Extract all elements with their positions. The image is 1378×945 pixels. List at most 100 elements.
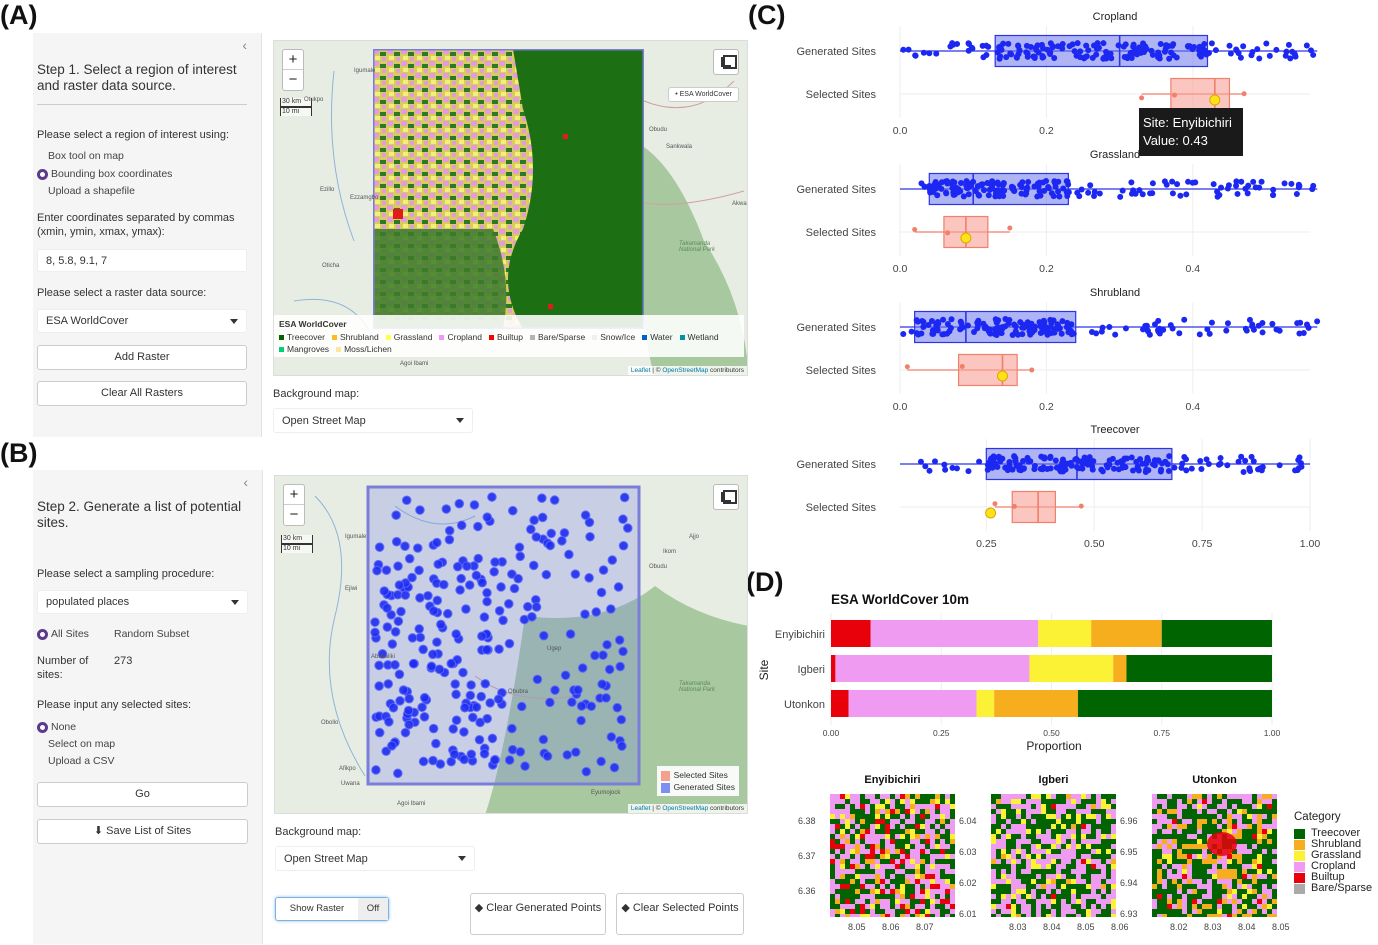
raster-cell [905,814,910,819]
add-raster-button[interactable]: Add Raster [37,345,247,370]
data-point [1237,54,1244,61]
leaflet-link[interactable]: Leaflet [630,367,651,374]
raster-cell [1041,869,1046,874]
raster-cell [835,844,840,849]
bg-map-select[interactable]: Open Street Map [275,846,475,871]
radio-box-tool[interactable]: Box tool on map [37,149,124,163]
raster-cell [1242,864,1247,869]
show-raster-toggle[interactable]: Show Raster Off [275,897,389,921]
zoom-in-button[interactable]: + [284,485,304,505]
site-point [532,674,543,685]
raster-cell [1061,809,1066,814]
collapse-sidebar-button[interactable]: ‹ [243,474,248,490]
map-a[interactable]: + − • ESA WorldCover 30 km 10 mi Igumale … [273,40,748,376]
raster-cell [900,884,905,889]
button-label: Clear Selected Points [632,902,739,914]
raster-cell [920,909,925,914]
raster-cell [920,804,925,809]
raster-cell [1036,824,1041,829]
radio-bbox-coords[interactable]: Bounding box coordinates [37,167,172,181]
clear-selected-button[interactable]: ◆ Clear Selected Points [616,893,744,935]
raster-cell [850,794,855,799]
row-label: Selected Sites [806,502,877,514]
raster-cell [1162,904,1167,909]
raster-source-select[interactable]: ESA WorldCover [37,309,247,333]
save-sites-button[interactable]: ⬇ Save List of Sites [37,819,248,844]
raster-cell [1262,889,1267,894]
data-point [1035,181,1042,188]
layer-toggle-esa[interactable]: • ESA WorldCover [668,87,739,102]
osm-link[interactable]: OpenStreetMap [662,805,709,812]
raster-cell [925,909,930,914]
data-point [944,180,951,187]
town-label: Obollo [321,720,339,726]
raster-cell [1066,914,1071,917]
sampling-select[interactable]: populated places [37,590,248,614]
raster-cell [945,859,950,864]
raster-cell [1232,829,1237,834]
raster-cell [1041,834,1046,839]
raster-cell [1232,834,1237,839]
radio-random-subset[interactable]: Random Subset [103,627,189,641]
collapse-sidebar-button[interactable]: ‹ [242,37,247,53]
raster-cell [1091,804,1096,809]
raster-cell [925,859,930,864]
raster-cell [1031,874,1036,879]
data-point [1192,179,1199,186]
raster-cell [1192,849,1197,854]
raster-cell [1091,854,1096,859]
data-point [1100,40,1107,47]
raster-cell [1202,804,1207,809]
raster-cell [1167,849,1172,854]
raster-cell [945,899,950,904]
clear-generated-button[interactable]: ◆ Clear Generated Points [470,893,606,935]
coords-input[interactable]: 8, 5.8, 9.1, 7 [37,249,247,272]
clear-rasters-button[interactable]: Clear All Rasters [37,381,247,406]
raster-cell [920,894,925,899]
raster-cell [870,809,875,814]
zoom-out-button[interactable]: − [288,71,298,88]
radio-upload-shapefile[interactable]: Upload a shapefile [37,184,135,198]
raster-cell [945,814,950,819]
raster-cell [910,839,915,844]
layers-icon[interactable] [713,49,739,75]
zoom-in-button[interactable]: + [283,50,303,70]
raster-cell [930,904,935,909]
raster-cell [1187,894,1192,899]
raster-cell [840,864,845,869]
raster-cell [1046,879,1051,884]
bg-map-select[interactable]: Open Street Map [273,408,473,433]
raster-cell [1086,859,1091,864]
raster-cell [910,794,915,799]
raster-cell [1157,874,1162,879]
raster-cell [905,879,910,884]
radio-none[interactable]: None [37,720,76,734]
data-point [1003,54,1010,61]
osm-link[interactable]: OpenStreetMap [662,367,709,374]
leaflet-link[interactable]: Leaflet [630,805,651,812]
raster-cell [1172,809,1177,814]
town-label: Obudu [649,564,668,570]
raster-cell [830,899,835,904]
map-b[interactable]: + − 30 km 10 mi Igumale Ejiwi Abakaliki O… [274,475,748,814]
raster-cell [1096,879,1101,884]
site-point [509,583,520,594]
radio-upload-csv[interactable]: Upload a CSV [37,754,115,768]
raster-cell [1076,819,1081,824]
zoom-out-button[interactable]: − [289,506,299,523]
raster-cell [845,839,850,844]
layers-icon[interactable] [713,484,739,510]
raster-cell [1232,909,1237,914]
legend-label: Generated Sites [673,782,735,792]
raster-cell [1197,894,1202,899]
category-legend-item: Builtup [1294,872,1372,883]
raster-cell [835,869,840,874]
raster-cell [1076,809,1081,814]
radio-all-sites[interactable]: All Sites [37,627,89,641]
radio-select-on-map[interactable]: Select on map [37,737,115,751]
data-point [1218,184,1225,191]
raster-cell [900,799,905,804]
raster-cell [1242,914,1247,917]
data-point [1128,454,1135,461]
go-button[interactable]: Go [37,782,248,807]
